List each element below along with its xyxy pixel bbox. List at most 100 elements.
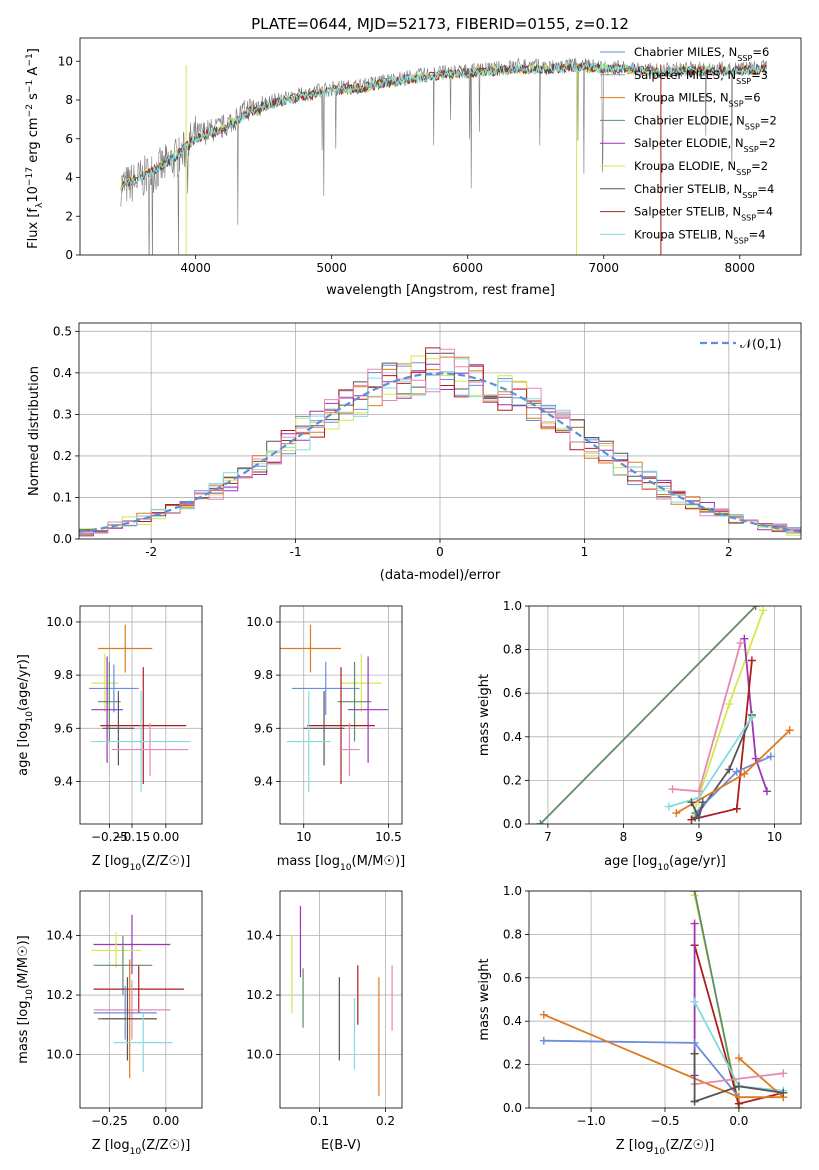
weight-marker xyxy=(664,802,673,811)
weight-line xyxy=(738,1057,784,1098)
x-tick-label: 8 xyxy=(620,830,628,844)
x-tick-label: -2 xyxy=(145,545,157,559)
weight-marker xyxy=(734,1093,743,1102)
weight_vs_z-frame xyxy=(528,890,802,1109)
y-tick-label: 0.8 xyxy=(503,927,522,941)
weight-marker xyxy=(736,639,745,648)
weight-marker xyxy=(759,606,768,615)
x-tick-label: 0.00 xyxy=(152,1114,179,1128)
y-tick-label: 10.0 xyxy=(246,1047,273,1061)
y-axis-label: mass weight xyxy=(477,674,492,756)
y-tick-label: 0.6 xyxy=(503,686,522,700)
weight-marker xyxy=(539,1036,548,1045)
legend-entry: Kroupa MILES, NSSP=6 xyxy=(634,91,761,109)
weight-line xyxy=(543,1039,740,1098)
weight-marker xyxy=(539,1010,548,1019)
weight-marker xyxy=(732,804,741,813)
mass_vs_ebv-frame xyxy=(279,890,403,1109)
x-axis-label: E(B-V) xyxy=(321,1138,361,1153)
histogram-step-line xyxy=(79,348,801,534)
age_vs_mass-panel: 10 10.5 9.4 9.6 9.8 10.0 mass [log10(M/M☉)] xyxy=(246,605,405,873)
residuals-panel: -2 -1 0 1 2 0.0 0.1 0.2 0.3 0.4 0.5 (data-model)/er… xyxy=(27,322,802,583)
weight-marker xyxy=(695,787,703,796)
x-tick-label: 10 xyxy=(296,830,311,844)
spectrum-frame xyxy=(79,37,802,256)
y-tick-label: 0.8 xyxy=(503,643,522,657)
x-axis-label: Z [log10(Z/Z☉)] xyxy=(616,1138,715,1157)
figure-title: PLATE=0644, MJD=52173, FIBERID=0155, z=0… xyxy=(251,15,629,33)
weight-marker xyxy=(734,1054,743,1063)
weight-line xyxy=(539,606,757,824)
y-axis-label: age [log10(age/yr)] xyxy=(16,654,35,776)
residuals-frame xyxy=(78,322,802,540)
y-tick-label: 0.6 xyxy=(503,971,522,985)
weight-marker xyxy=(785,726,794,735)
weight-marker xyxy=(740,634,749,643)
y-tick-label: 10.0 xyxy=(46,615,73,629)
y-tick-label: 10 xyxy=(58,54,73,68)
y-tick-label: 0.1 xyxy=(53,490,72,504)
weight_vs_z-panel: −1.0 −0.5 0.0 0.0 0.2 0.4 0.6 0.8 1.0 Z [log10(Z/… xyxy=(477,884,802,1157)
weight-marker xyxy=(690,919,699,928)
x-tick-label: −0.15 xyxy=(114,830,151,844)
age_vs_z-frame xyxy=(79,605,203,825)
x-tick-label: 0.00 xyxy=(152,830,179,844)
age_vs_mass-plot-area xyxy=(280,606,402,824)
spectrum-plot-area xyxy=(120,57,767,255)
weight-line xyxy=(694,1072,784,1085)
y-tick-label: 0 xyxy=(65,248,73,262)
x-tick-label: 2 xyxy=(725,545,733,559)
weight-marker xyxy=(695,813,703,822)
weight-marker xyxy=(779,1088,788,1097)
x-tick-label: 10 xyxy=(767,830,782,844)
y-tick-label: 10.4 xyxy=(46,929,73,943)
x-tick-label: -1 xyxy=(290,545,302,559)
x-tick-label: −1.0 xyxy=(577,1114,606,1128)
y-tick-label: 10.2 xyxy=(46,988,73,1002)
weight-marker xyxy=(751,754,760,763)
x-axis-label: wavelength [Angstrom, rest frame] xyxy=(326,283,555,298)
x-tick-label: 4000 xyxy=(180,261,211,275)
spectrum-panel: 4000 5000 6000 7000 8000 0 2 4 6 8 10 wavelength [A… xyxy=(25,37,802,298)
legend-entry: Chabrier ELODIE, NSSP=2 xyxy=(634,113,777,130)
x-tick-label: 0.0 xyxy=(729,1114,748,1128)
y-axis-label: mass [log10(M/M☉)] xyxy=(16,935,35,1063)
weight-marker xyxy=(734,1082,743,1091)
y-tick-label: 8 xyxy=(65,93,73,107)
mass_vs_z-panel: −0.25 0.00 10.0 10.2 10.4 Z [log10(Z/Z☉)] mass… xyxy=(16,890,203,1157)
x-tick-label: 9 xyxy=(695,830,703,844)
residuals-plot-area xyxy=(79,323,801,539)
x-tick-label: −0.5 xyxy=(650,1114,679,1128)
y-tick-label: 0.4 xyxy=(503,730,522,744)
y-tick-label: 0.2 xyxy=(53,449,72,463)
y-tick-label: 9.4 xyxy=(254,774,273,788)
age_vs_mass-frame xyxy=(279,605,403,825)
weight-marker xyxy=(690,1097,699,1106)
weight-marker xyxy=(725,700,734,709)
y-axis-label: Flux [fλ10−17 erg cm−2 s−1 A−1] xyxy=(25,48,45,249)
weight_vs_age-panel: 7 8 9 10 0.0 0.2 0.4 0.6 0.8 1.0 age [log10(age/yr… xyxy=(477,599,802,873)
y-tick-label: 6 xyxy=(65,132,73,146)
x-tick-label: 0.2 xyxy=(376,1114,395,1128)
weight-marker xyxy=(690,1049,699,1058)
spectrum-model-line xyxy=(120,61,767,191)
y-tick-label: 0.0 xyxy=(503,817,522,831)
gaussian-curve xyxy=(79,372,801,533)
y-tick-label: 9.8 xyxy=(254,668,273,682)
x-tick-label: 7000 xyxy=(588,261,619,275)
weight-marker xyxy=(725,765,734,774)
y-tick-label: 0.0 xyxy=(503,1101,522,1115)
mass_vs_z-plot-area xyxy=(80,891,202,1108)
y-tick-label: 0.4 xyxy=(503,1014,522,1028)
legend-entry: Chabrier MILES, NSSP=6 xyxy=(634,45,769,63)
y-axis-label: Normed distribution xyxy=(27,366,42,496)
x-axis-label: (data-model)/error xyxy=(380,568,501,583)
x-tick-label: 0 xyxy=(436,545,444,559)
weight-marker xyxy=(536,820,545,824)
legend-entry: Kroupa ELODIE, NSSP=2 xyxy=(634,159,768,177)
y-tick-label: 0.2 xyxy=(503,1058,522,1072)
weight-marker xyxy=(687,798,696,807)
age_vs_z-panel: −0.25−0.15 0.00 9.4 9.6 9.8 10.0 Z [log10(Z/Z☉… xyxy=(16,605,203,873)
mass_vs_ebv-panel: 0.1 0.2 10.0 10.2 10.4 E(B-V) xyxy=(246,890,403,1153)
